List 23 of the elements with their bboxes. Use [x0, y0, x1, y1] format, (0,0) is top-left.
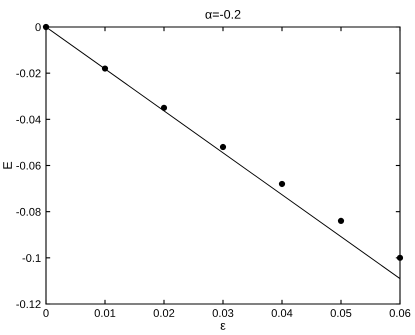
x-tick-label: 0 [43, 309, 49, 318]
y-tick-label: -0.02 [16, 69, 41, 78]
point [338, 218, 344, 224]
point [396, 254, 404, 261]
y-tick-label: -0.04 [16, 116, 41, 124]
chart-title: α=-0.2 [205, 10, 240, 19]
y-axis-title: E [3, 162, 12, 169]
x-axis-title: ε [220, 322, 226, 330]
x-tick-label: 0.04 [272, 309, 292, 318]
point [278, 180, 286, 188]
point [220, 144, 226, 150]
x-tick-label: 0.06 [390, 309, 410, 318]
x-tick-label: 0.05 [330, 309, 352, 318]
point [160, 104, 168, 111]
y-tick-label: -0.08 [16, 208, 41, 216]
point [102, 65, 108, 72]
y-tick-label: -0.1 [22, 254, 41, 262]
y-tick-label: -0.06 [16, 162, 41, 170]
x-tick-label: 0.03 [212, 309, 234, 318]
x-tick-label: 0.02 [154, 309, 174, 318]
x-tick-label: 0.01 [94, 309, 116, 318]
y-tick-label: 0 [35, 23, 41, 32]
y-tick-label: -0.12 [16, 300, 41, 308]
